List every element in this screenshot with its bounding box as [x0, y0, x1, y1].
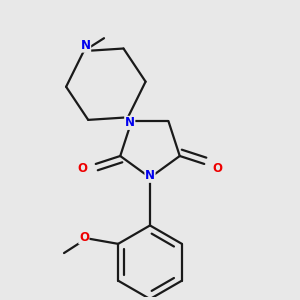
- Text: O: O: [213, 162, 223, 175]
- Text: N: N: [145, 169, 155, 182]
- Text: N: N: [125, 116, 135, 129]
- Text: N: N: [81, 39, 91, 52]
- Text: O: O: [79, 231, 89, 244]
- Text: O: O: [77, 162, 87, 175]
